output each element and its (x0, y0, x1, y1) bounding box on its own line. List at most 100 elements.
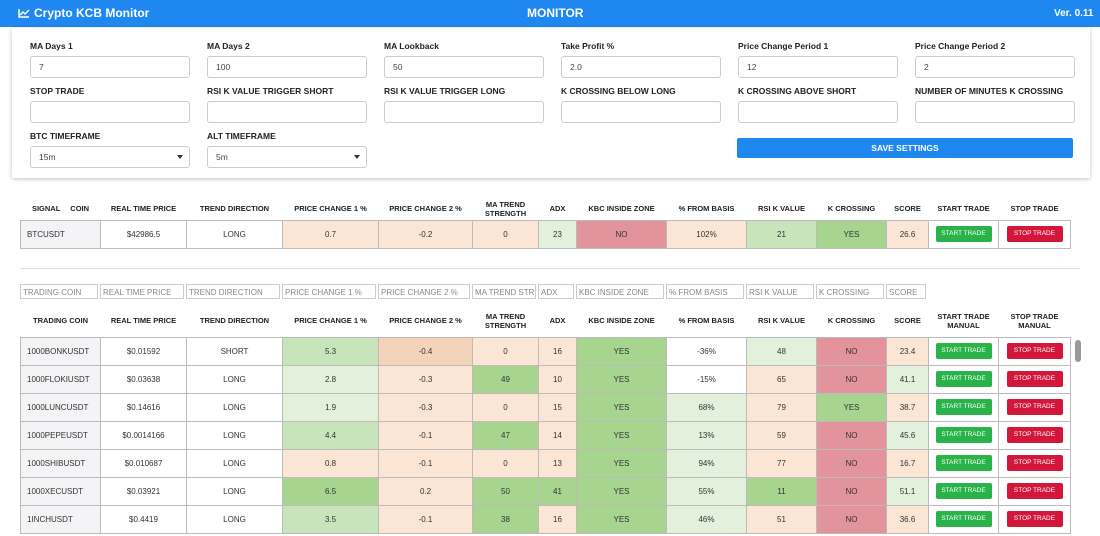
field-label: BTC TIMEFRAME (30, 131, 101, 141)
signal-label: SIGNAL (31, 204, 61, 214)
save-button[interactable]: SAVE SETTINGS (737, 138, 1073, 158)
table-cell: 13% (666, 420, 747, 450)
filter-input[interactable]: PRICE CHANGE 2 % (378, 284, 470, 299)
column-header: STOP TRADE (999, 198, 1071, 220)
start-trade-button[interactable]: START TRADE (935, 511, 992, 527)
filter-input[interactable]: KBC INSIDE ZONE (576, 284, 664, 299)
column-label: PRICE CHANGE 1 % (294, 204, 367, 214)
table-cell: 16.7 (886, 448, 929, 478)
table-row: 1000FLOKIUSDT $0.03638 LONG 2.8 -0.3 49 10 YES -… (20, 364, 1071, 394)
filter-input[interactable]: SCORE (886, 284, 926, 299)
button-cell: START TRADE (928, 504, 999, 534)
start-trade-button[interactable]: START TRADE (935, 226, 992, 242)
filter-input[interactable]: % FROM BASIS (666, 284, 744, 299)
column-label: START TRADE (937, 204, 990, 214)
stop-trade-button[interactable]: STOP TRADE (1006, 427, 1063, 443)
column-header: START TRADE MANUAL (937, 311, 990, 330)
field-label: STOP TRADE (30, 86, 85, 96)
text-input[interactable]: 12 (738, 56, 898, 78)
table-cell: 16 (538, 504, 577, 534)
column-header: STOP TRADE MANUAL (1010, 311, 1059, 330)
stop-trade-button[interactable]: STOP TRADE (1006, 371, 1063, 387)
column-label: K CROSSING (827, 204, 876, 214)
table-cell: 1000BONKUSDT (20, 336, 101, 366)
table-cell: $42986.5 (100, 219, 187, 249)
text-input[interactable] (561, 101, 721, 123)
filter-input[interactable]: TREND DIRECTION (186, 284, 280, 299)
table-cell: $0.03638 (100, 364, 187, 394)
stop-trade-button[interactable]: STOP TRADE (1006, 511, 1063, 527)
column-header: MA TREND STRENGTH (473, 198, 539, 220)
column-label: PRICE CHANGE 2 % (389, 204, 462, 214)
table-cell: $0.010687 (100, 448, 187, 478)
table-cell: 36.6 (886, 504, 929, 534)
table-cell: NO (816, 448, 887, 478)
table-cell: 1.9 (282, 392, 379, 422)
table-cell: 41 (538, 476, 577, 506)
table-row: BTCUSDT $42986.5 LONG 0.7 -0.2 0 23 NO 102% 21 YES… (20, 219, 1071, 249)
text-input[interactable]: 7 (30, 56, 190, 78)
start-trade-button[interactable]: START TRADE (935, 427, 992, 443)
select-input[interactable]: 5m (207, 146, 367, 168)
table-cell: -0.1 (378, 448, 473, 478)
button-cell: START TRADE (928, 476, 999, 506)
text-input[interactable]: 100 (207, 56, 367, 78)
text-input[interactable] (915, 101, 1075, 123)
table-cell: YES (816, 219, 887, 249)
filter-input[interactable]: MA TREND STREN (472, 284, 536, 299)
text-input[interactable] (738, 101, 898, 123)
stop-trade-button[interactable]: STOP TRADE (1006, 455, 1063, 471)
table-cell: -15% (666, 364, 747, 394)
field-label: ALT TIMEFRAME (207, 131, 276, 141)
text-input[interactable] (207, 101, 367, 123)
table-cell: 49 (472, 364, 539, 394)
table-cell: -0.3 (378, 364, 473, 394)
table-cell: LONG (186, 420, 283, 450)
table-cell: LONG (186, 219, 283, 249)
start-trade-button[interactable]: START TRADE (935, 483, 992, 499)
filter-input[interactable]: RSI K VALUE (746, 284, 814, 299)
filter-input[interactable]: PRICE CHANGE 1 % (282, 284, 376, 299)
text-input[interactable] (384, 101, 544, 123)
table-cell: 15 (538, 392, 577, 422)
column-header: ADX (539, 198, 577, 220)
filter-input[interactable]: TRADING COIN (20, 284, 98, 299)
table-cell: 1000XECUSDT (20, 476, 101, 506)
text-input[interactable]: 2 (915, 56, 1075, 78)
button-cell: STOP TRADE (998, 476, 1071, 506)
start-trade-button[interactable]: START TRADE (935, 455, 992, 471)
coin-table: TRADING COIN REAL TIME PRICE TREND DIRECTI… (20, 305, 1071, 534)
start-trade-button[interactable]: START TRADE (935, 343, 992, 359)
table-cell: -0.2 (378, 219, 473, 249)
field-label: RSI K VALUE TRIGGER LONG (384, 86, 506, 96)
text-input[interactable]: 2.0 (561, 56, 721, 78)
table-cell: 77 (746, 448, 817, 478)
column-header: RSI K VALUE (758, 316, 805, 326)
table-cell: 48 (746, 336, 817, 366)
title-text: Crypto KCB Monitor (34, 6, 150, 20)
filter-input[interactable]: REAL TIME PRICE (100, 284, 184, 299)
text-input[interactable] (30, 101, 190, 123)
field-label: NUMBER OF MINUTES K CROSSING (915, 86, 1064, 96)
filter-input[interactable]: ADX (538, 284, 574, 299)
table-cell: NO (816, 476, 887, 506)
stop-trade-button[interactable]: STOP TRADE (1006, 343, 1063, 359)
stop-trade-button[interactable]: STOP TRADE (1006, 226, 1063, 242)
version: Ver. 0.11 (1054, 8, 1094, 19)
stop-trade-button[interactable]: STOP TRADE (1006, 483, 1063, 499)
table-cell: 1000SHIBUSDT (20, 448, 101, 478)
table-cell: $0.0014166 (100, 420, 187, 450)
column-header: RSI K VALUE (747, 198, 817, 220)
scrollbar[interactable] (1075, 340, 1081, 362)
column-label: RSI K VALUE (758, 204, 805, 214)
start-trade-button[interactable]: START TRADE (935, 371, 992, 387)
start-trade-button[interactable]: START TRADE (935, 399, 992, 415)
table-cell: YES (576, 476, 667, 506)
stop-trade-button[interactable]: STOP TRADE (1006, 399, 1063, 415)
text-input[interactable]: 50 (384, 56, 544, 78)
table-cell: -0.1 (378, 420, 473, 450)
filter-input[interactable]: K CROSSING (816, 284, 884, 299)
table-row: 1000BONKUSDT $0.01592 SHORT 5.3 -0.4 0 16 YES -3… (20, 336, 1071, 366)
column-header: PRICE CHANGE 1 % (283, 198, 379, 220)
select-input[interactable]: 15m (30, 146, 190, 168)
